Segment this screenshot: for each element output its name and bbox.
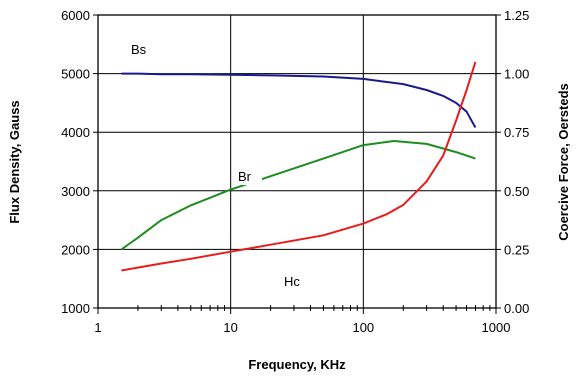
y2-axis-title: Coercive Force, Oersteds: [556, 83, 571, 241]
y-tick-label: 4000: [61, 125, 90, 140]
series-label-bg-br: [234, 167, 262, 185]
y2-tick-label: 0.25: [504, 242, 529, 257]
series-line-br: [120, 140, 476, 251]
x-axis-title: Frequency, KHz: [248, 357, 346, 372]
y2-tick-label: 1.25: [504, 8, 529, 23]
series-line-hc: [121, 61, 477, 272]
series-label-hc: Hc: [284, 274, 300, 289]
x-tick-label: 100: [352, 320, 374, 335]
series-label-bg-bs: [128, 40, 156, 58]
y-tick-label: 1000: [61, 301, 90, 316]
series-lines: [120, 61, 477, 272]
plot-area: [98, 15, 496, 308]
series-label-bg-hc: [280, 272, 310, 290]
series-line-bs: [121, 72, 477, 128]
y2-tick-label: 0.75: [504, 125, 529, 140]
y-tick-label: 3000: [61, 184, 90, 199]
series-label-bs: Bs: [131, 42, 147, 57]
plot-frame: [97, 14, 497, 309]
series-label-br: Br: [238, 169, 252, 184]
y2-tick-label: 0.00: [504, 301, 529, 316]
ticks: 1000 2000 3000 4000 5000 6000 0.00 0.25 0.50 0.75…: [61, 8, 529, 335]
y-axis-title: Flux Density, Gauss: [7, 100, 22, 223]
y2-tick-label: 0.50: [504, 184, 529, 199]
y-tick-label: 2000: [61, 242, 90, 257]
y2-tick-label: 1.00: [504, 67, 529, 82]
x-tick-label: 1: [94, 320, 101, 335]
y-tick-label: 5000: [61, 67, 90, 82]
x-tick-label: 10: [223, 320, 237, 335]
x-tick-label: 1000: [482, 320, 511, 335]
y-tick-label: 6000: [61, 8, 90, 23]
